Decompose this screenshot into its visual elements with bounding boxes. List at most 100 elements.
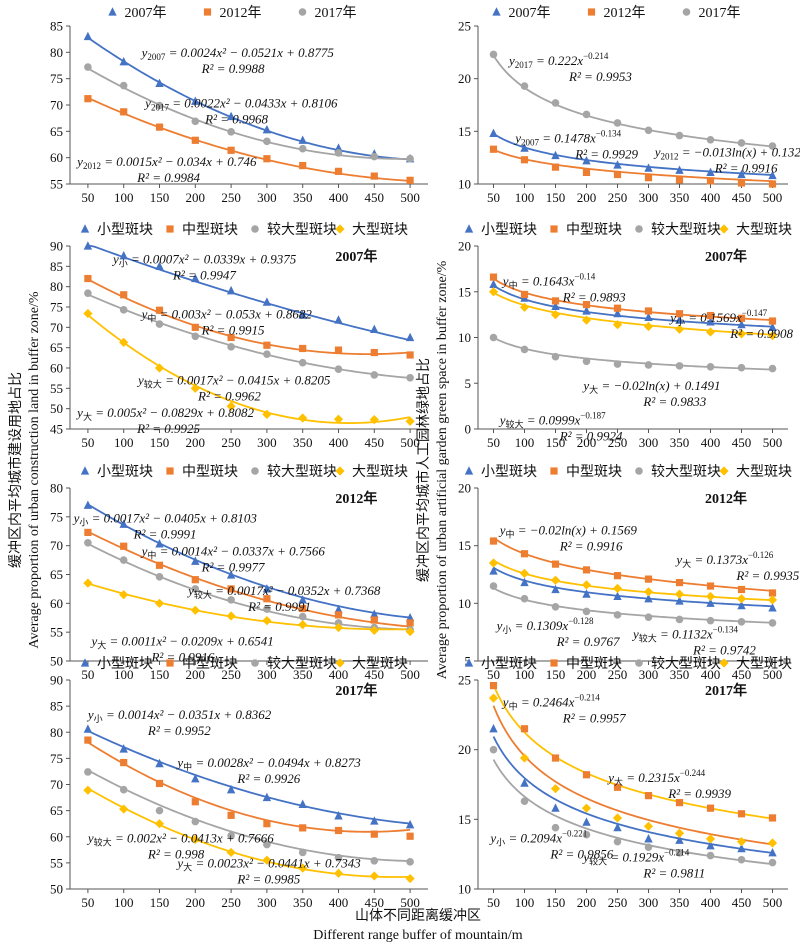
data-point bbox=[191, 817, 200, 826]
equation-superscript: −0.134 bbox=[596, 128, 622, 138]
equation-subscript: 较大 bbox=[505, 419, 523, 430]
data-point bbox=[227, 585, 235, 593]
data-point bbox=[263, 350, 271, 358]
legend-label: 中型斑块 bbox=[182, 222, 238, 238]
right-ylabel-chinese: 缓冲区内平均城市人工园林绿地占比 bbox=[415, 358, 432, 582]
y-tick-label: 15 bbox=[458, 538, 471, 553]
xlabel-english: Different range buffer of mountain/m bbox=[313, 928, 523, 943]
equation-y: y bbox=[89, 633, 97, 648]
legend-label: 小型斑块 bbox=[481, 222, 537, 238]
data-point bbox=[298, 595, 307, 604]
fit-equation: y小 = 0.1569x−0.147 bbox=[668, 308, 767, 327]
y-tick-label: 50 bbox=[50, 654, 63, 669]
panel-title: 2007年 bbox=[705, 248, 747, 265]
x-tick-label: 500 bbox=[400, 190, 420, 205]
data-point bbox=[582, 566, 591, 574]
data-point bbox=[519, 568, 530, 578]
data-point bbox=[84, 95, 92, 103]
x-tick-label: 50 bbox=[487, 190, 500, 205]
x-tick-label: 150 bbox=[150, 667, 170, 682]
data-point bbox=[768, 858, 777, 867]
y-tick-label: 60 bbox=[50, 596, 63, 611]
data-point bbox=[489, 50, 498, 59]
data-point bbox=[705, 327, 716, 337]
data-point bbox=[644, 126, 653, 135]
x-tick-label: 300 bbox=[639, 190, 659, 205]
y-tick-label: 25 bbox=[458, 673, 471, 688]
data-point bbox=[155, 806, 164, 815]
legend-label: 大型斑块 bbox=[736, 656, 792, 672]
fit-r-squared: R² = 0.9856 bbox=[549, 846, 613, 861]
legend-r1: 2007年 2012年 2017年 bbox=[492, 5, 741, 21]
equation-superscript: −0.244 bbox=[680, 768, 706, 778]
y-tick-label: 0 bbox=[465, 422, 472, 437]
equation-subscript: 大 bbox=[614, 776, 623, 787]
legend-label: 中型斑块 bbox=[566, 464, 622, 480]
data-point bbox=[298, 848, 307, 857]
fit-r-squared: R² = 0.9991 bbox=[247, 599, 311, 614]
data-point bbox=[334, 365, 343, 374]
data-point bbox=[191, 323, 199, 331]
data-point bbox=[674, 828, 685, 838]
legend-label: 2017年 bbox=[315, 5, 357, 21]
data-point bbox=[369, 625, 379, 636]
data-point bbox=[768, 814, 777, 822]
data-point bbox=[298, 310, 307, 319]
panel-title: 2017年 bbox=[705, 682, 747, 699]
legend-item: 小型斑块 bbox=[464, 464, 537, 480]
data-point bbox=[370, 816, 379, 825]
data-point bbox=[613, 360, 622, 368]
x-tick-label: 250 bbox=[221, 190, 241, 205]
fit-equation: y中 = 0.1643x−0.14 bbox=[501, 271, 596, 290]
equation-y: y bbox=[86, 830, 94, 845]
x-tick-label: 200 bbox=[577, 190, 597, 205]
fit-r-squared: R² = 0.9968 bbox=[204, 112, 268, 127]
legend-item: 较大型斑块 bbox=[635, 222, 721, 238]
x-tick-label: 50 bbox=[81, 190, 94, 205]
legend-label: 较大型斑块 bbox=[267, 222, 337, 238]
x-tick-label: 150 bbox=[150, 190, 170, 205]
legend-r4: 小型斑块 中型斑块 较大型斑块 大型斑块 bbox=[464, 656, 792, 672]
x-tick-label: 150 bbox=[150, 435, 170, 450]
legend-item: 较大型斑块 bbox=[635, 464, 721, 480]
equation-subscript: 小 bbox=[94, 714, 103, 724]
legend-item: 小型斑块 bbox=[80, 656, 153, 672]
data-point bbox=[263, 820, 271, 828]
data-point bbox=[191, 332, 200, 341]
x-tick-label: 50 bbox=[81, 667, 94, 682]
legend-l3: 小型斑块 中型斑块 较大型斑块 大型斑块 bbox=[80, 464, 408, 480]
x-tick-label: 50 bbox=[487, 435, 500, 450]
equation-subscript: 中 bbox=[147, 549, 156, 560]
data-point bbox=[582, 168, 591, 177]
fit-equation: y大 = 0.005x² − 0.0829x + 0.8082 bbox=[75, 405, 254, 422]
equation-subscript: 大 bbox=[97, 639, 106, 650]
data-point bbox=[768, 180, 777, 188]
y-tick-label: 70 bbox=[50, 98, 63, 113]
fit-curve-square bbox=[492, 705, 773, 846]
y-tick-label: 75 bbox=[50, 751, 63, 766]
fit-equation: y较大 = 0.002x² − 0.0413x + 0.7666 bbox=[86, 830, 274, 847]
data-point bbox=[333, 622, 344, 633]
legend-label: 小型斑块 bbox=[481, 464, 537, 480]
data-point bbox=[370, 172, 378, 180]
data-point bbox=[191, 117, 200, 126]
data-point bbox=[334, 619, 343, 627]
fit-r-squared: R² = 0.9916 bbox=[714, 161, 778, 176]
series-points-square bbox=[84, 95, 414, 184]
fit-curve-circle bbox=[87, 293, 411, 379]
x-tick-label: 100 bbox=[515, 667, 535, 682]
series-points-triangle bbox=[489, 128, 777, 180]
legend-item: 大型斑块 bbox=[335, 656, 408, 672]
fit-equation: y中 = 0.0014x² − 0.0337x + 0.7566 bbox=[140, 543, 326, 560]
series-points-circle bbox=[84, 768, 414, 866]
data-point bbox=[582, 771, 591, 779]
data-point bbox=[550, 575, 561, 585]
fit-curve-triangle bbox=[493, 566, 773, 608]
fit-r-squared: R² = 0.9977 bbox=[201, 559, 265, 574]
data-point bbox=[737, 363, 746, 372]
fit-curve-diamond bbox=[493, 559, 773, 602]
panel-l1: 55 60 65 70 75 80 85 50 100 150 200 250 300 350 400 450… bbox=[50, 5, 428, 205]
data-point bbox=[675, 578, 684, 587]
x-tick-label: 500 bbox=[763, 895, 783, 910]
equation-y: y bbox=[581, 849, 589, 864]
